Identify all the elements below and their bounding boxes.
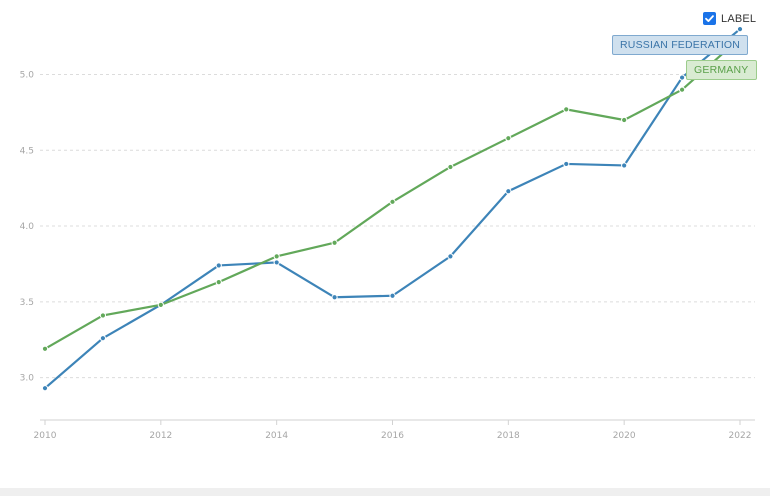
data-point[interactable] [99, 335, 107, 342]
data-point[interactable] [389, 292, 396, 299]
x-tick-label: 2022 [729, 431, 752, 441]
series-line-russian-federation[interactable] [43, 27, 742, 390]
checkbox-checked-icon[interactable] [703, 12, 716, 25]
x-tick-labels: 2010 2012 2014 2016 2018 2020 2022 [34, 420, 752, 441]
data-point[interactable] [331, 239, 338, 246]
series-label-germany[interactable]: GERMANY [686, 60, 757, 80]
data-point[interactable] [331, 294, 338, 301]
data-point[interactable] [41, 385, 49, 392]
gridlines [40, 74, 755, 379]
series-label-russian-federation[interactable]: RUSSIAN FEDERATION [612, 35, 749, 55]
data-point[interactable] [621, 162, 628, 169]
label-toggle-text: LABEL [721, 12, 757, 25]
y-tick-label: 3.0 [20, 374, 35, 384]
data-point[interactable] [215, 262, 222, 269]
label-toggle[interactable]: LABEL [703, 12, 756, 25]
data-point[interactable] [273, 259, 280, 266]
y-tick-labels: 3.0 3.5 4.0 4.5 5.0 [20, 71, 35, 384]
data-point[interactable] [505, 135, 512, 142]
x-tick-label: 2020 [613, 431, 636, 441]
series-germany [41, 35, 744, 352]
x-tick-label: 2016 [381, 431, 404, 441]
y-tick-label: 4.0 [20, 222, 35, 232]
data-point[interactable] [157, 301, 164, 308]
data-point[interactable] [678, 86, 686, 93]
data-point[interactable] [41, 345, 49, 352]
data-point[interactable] [389, 198, 396, 205]
data-point[interactable] [99, 312, 107, 319]
x-tick-label: 2014 [265, 431, 288, 441]
data-point[interactable] [563, 106, 570, 113]
y-tick-label: 3.5 [20, 298, 34, 308]
series-russian-federation [41, 25, 744, 392]
data-point[interactable] [678, 74, 686, 81]
bottom-scrollbar-track [0, 488, 770, 496]
data-point[interactable] [563, 160, 570, 168]
data-point[interactable] [447, 253, 454, 260]
data-point[interactable] [505, 188, 512, 195]
data-point[interactable] [215, 279, 222, 286]
x-tick-label: 2012 [149, 431, 172, 441]
x-tick-label: 2010 [34, 431, 57, 441]
y-tick-label: 4.5 [20, 146, 34, 156]
x-tick-label: 2018 [497, 431, 520, 441]
data-point[interactable] [621, 116, 628, 124]
series-group [41, 25, 744, 392]
y-tick-label: 5.0 [20, 71, 35, 81]
data-point[interactable] [736, 25, 744, 33]
data-point[interactable] [273, 253, 280, 260]
data-point[interactable] [447, 163, 454, 171]
